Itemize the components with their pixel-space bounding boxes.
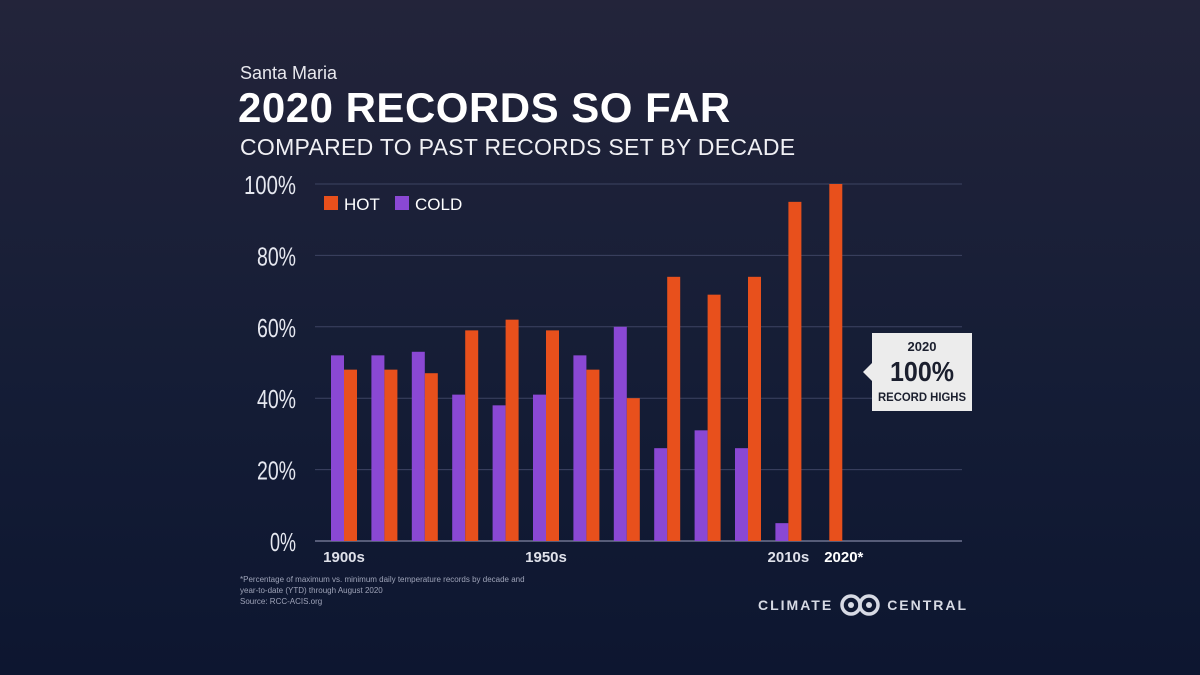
x-tick-label: 2020*: [824, 549, 863, 566]
footnote-source: Source: RCC-ACIS.org: [240, 597, 323, 606]
bar-hot-2020*: [829, 184, 843, 541]
legend-label-hot: HOT: [344, 195, 380, 214]
footnote-line: *Percentage of maximum vs. minimum daily…: [240, 575, 525, 584]
brand-logo: CLIMATE CENTRAL: [758, 594, 968, 616]
bar-hot-1930s: [465, 330, 479, 541]
brand-text-left: CLIMATE: [758, 597, 834, 613]
chart-title: 2020 RECORDS SO FAR: [238, 84, 731, 131]
bar-cold-1920s: [411, 351, 425, 541]
bar-cold-2000s: [735, 448, 748, 541]
x-tick-labels: 1900s 1950s 2010s 2020*: [323, 549, 863, 566]
y-tick-label: 20%: [257, 456, 296, 486]
annotation-year: 2020: [908, 339, 937, 354]
y-tick-label: 0%: [270, 527, 296, 557]
bar-cold-1950s: [533, 394, 546, 541]
bar-cold-1960s: [573, 355, 587, 541]
footnote-line: year-to-date (YTD) through August 2020: [240, 586, 383, 595]
bar-hot-1980s: [667, 276, 681, 541]
bar-hot-1940s: [505, 319, 519, 541]
bar-cold-1940s: [492, 405, 506, 541]
bar-hot-1970s: [626, 398, 640, 541]
y-tick-label: 80%: [257, 241, 296, 271]
bars: [331, 184, 843, 541]
bar-hot-1950s: [546, 330, 559, 541]
bar-hot-1990s: [707, 294, 721, 541]
y-tick-label: 40%: [257, 384, 296, 414]
legend: HOT COLD: [324, 195, 462, 214]
footnote: *Percentage of maximum vs. minimum daily…: [240, 574, 640, 607]
bar-cold-1900s: [331, 355, 344, 541]
bar-hot-2000s: [748, 276, 761, 541]
annotation-callout: 2020 100% RECORD HIGHS: [863, 333, 972, 411]
legend-label-cold: COLD: [415, 195, 462, 214]
bar-cold-2010s: [775, 523, 789, 541]
chart-subtitle: COMPARED TO PAST RECORDS SET BY DECADE: [240, 134, 796, 160]
annotation-box: [863, 333, 972, 411]
x-tick-label: 1950s: [525, 549, 567, 566]
location-label: Santa Maria: [240, 63, 338, 83]
y-tick-label: 100%: [244, 170, 296, 200]
bar-cold-1930s: [452, 394, 466, 541]
y-tick-labels: 0% 20% 40% 60% 80% 100%: [244, 170, 296, 557]
bar-hot-2010s: [788, 201, 802, 541]
annotation-label: RECORD HIGHS: [878, 390, 966, 404]
bar-hot-1910s: [384, 369, 398, 541]
brand-text-right: CENTRAL: [887, 597, 969, 613]
y-tick-label: 60%: [257, 313, 296, 343]
annotation-value: 100%: [890, 356, 954, 387]
bar-cold-1990s: [694, 430, 708, 541]
bar-cold-1970s: [613, 326, 627, 541]
bar-hot-1960s: [586, 369, 600, 541]
legend-swatch-cold: [395, 196, 409, 210]
climate-central-logo-icon: [840, 594, 880, 616]
bar-hot-1900s: [344, 369, 357, 541]
bar-hot-1920s: [424, 373, 438, 541]
legend-swatch-hot: [324, 196, 338, 210]
x-tick-label: 2010s: [768, 549, 810, 566]
x-tick-label: 1900s: [323, 549, 365, 566]
bar-cold-1910s: [371, 355, 385, 541]
bar-cold-1980s: [654, 448, 668, 541]
